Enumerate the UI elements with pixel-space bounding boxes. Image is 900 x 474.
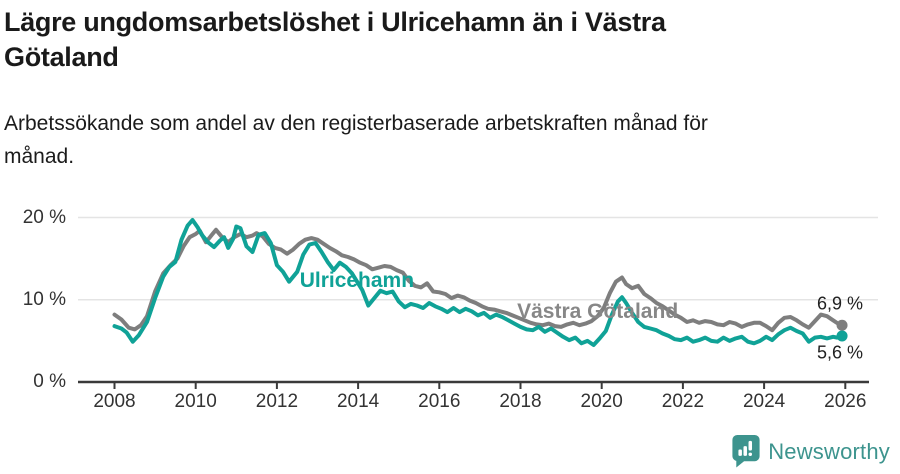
x-tick-label: 2020: [580, 391, 623, 412]
brand-name: Newsworthy: [768, 438, 890, 464]
end-dot-v-stra-g-taland: [836, 319, 848, 331]
y-tick-label: 10 %: [22, 288, 66, 310]
x-tick-label: 2016: [418, 391, 461, 412]
end-dot-ulricehamn: [836, 330, 848, 342]
x-tick-label: 2012: [255, 391, 299, 412]
x-tick-label: 2014: [336, 391, 380, 412]
x-tick-label: 2010: [174, 391, 217, 412]
bar-chart-speech-bubble-icon: [732, 435, 760, 468]
page-title-line-1: Lägre ungdomsarbetslöshet i Ulricehamn ä…: [4, 7, 666, 37]
end-value-label: 6,9 %: [816, 293, 863, 314]
x-tick-label: 2026: [824, 391, 867, 412]
y-tick-label: 0 %: [33, 371, 66, 392]
x-tick-label: 2008: [93, 391, 136, 412]
chart-subtitle-line-2: månad.: [4, 145, 75, 168]
series-line-ulricehamn: [112, 218, 845, 347]
y-tick-label: 20 %: [22, 206, 66, 228]
x-tick-label: 2024: [742, 391, 786, 412]
end-value-label: 5,6 %: [816, 342, 863, 363]
x-tick-label: 2022: [661, 391, 705, 412]
series-name-label: Västra Götaland: [517, 300, 679, 324]
page-title: Lägre ungdomsarbetslöshet i Ulricehamn ä…: [4, 5, 834, 75]
chart-subtitle-line-1: Arbetssökande som andel av den registerb…: [4, 112, 708, 135]
newsworthy-logo: Newsworthy: [732, 435, 890, 468]
series-name-label: Ulricehamn: [299, 268, 415, 292]
page-title-line-2: Götaland: [4, 42, 119, 72]
chart-subtitle: Arbetssökande som andel av den registerb…: [4, 107, 864, 173]
x-tick-label: 2018: [499, 391, 542, 412]
